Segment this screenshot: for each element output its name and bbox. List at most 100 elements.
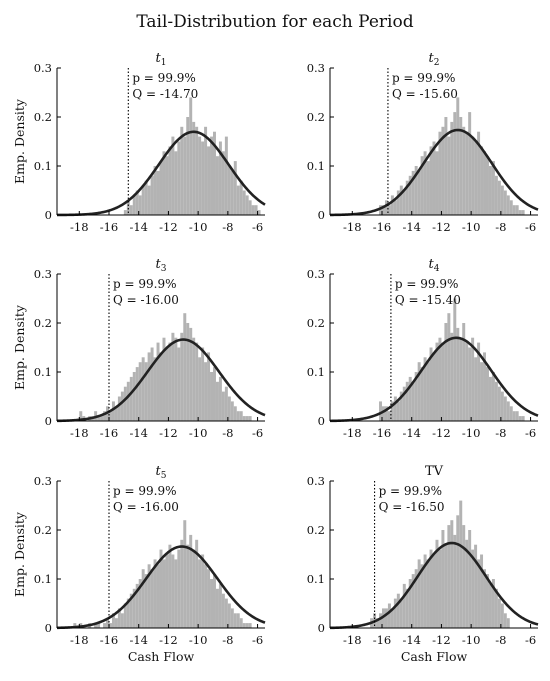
histogram-bar	[379, 401, 382, 421]
histogram-bar	[414, 569, 418, 628]
histogram-bar	[207, 352, 211, 421]
probability-label: p = 99.9%	[132, 71, 196, 85]
panel-2: 0 0.1 0.2 0.3 -18 -16 -14 -12 -10 -8 -6 t2 p = 99.9%…	[307, 51, 539, 234]
y-tick-label: 0	[45, 208, 52, 222]
x-tick-label: -16	[100, 426, 119, 440]
histogram-bar	[147, 564, 151, 628]
histogram-bar	[153, 357, 157, 421]
histogram-bar	[423, 357, 427, 421]
histogram-bar	[230, 608, 234, 628]
histogram-bar	[491, 372, 495, 421]
histogram-bar	[233, 613, 237, 628]
x-tick-label: -12	[159, 220, 178, 234]
histogram-bar	[221, 593, 225, 628]
histogram-bar	[453, 534, 457, 628]
figure-title: Tail-Distribution for each Period	[136, 12, 414, 32]
y-tick-label: 0.1	[34, 159, 52, 173]
x-tick-label: -14	[129, 633, 148, 647]
x-tick-label: -12	[159, 633, 178, 647]
histogram-bar	[441, 342, 445, 421]
panel-title: t2	[429, 51, 440, 68]
histogram-bar	[159, 161, 163, 215]
x-tick-label: -14	[129, 220, 148, 234]
histogram-bar	[135, 367, 139, 421]
histogram-bar	[384, 200, 388, 215]
histogram-bar	[159, 549, 163, 628]
histogram-bar	[227, 396, 231, 421]
histogram-bar	[117, 396, 121, 421]
histogram-bar	[198, 357, 202, 421]
histogram-bar	[120, 391, 124, 421]
histogram-bar	[483, 569, 486, 628]
x-tick-label: -12	[432, 220, 451, 234]
histogram-bar	[236, 613, 240, 628]
histogram-bar	[503, 190, 507, 215]
histogram-bar	[417, 559, 421, 628]
histogram-bar	[483, 151, 486, 215]
histogram-bar	[135, 583, 139, 628]
histogram-bar	[497, 180, 501, 215]
histogram-bar	[180, 332, 184, 421]
histogram-bar	[153, 559, 157, 628]
histogram-bar	[468, 112, 472, 215]
histogram-bar	[147, 185, 151, 215]
x-tick-label: -18	[343, 426, 362, 440]
histogram-bar	[405, 588, 409, 628]
histogram-bar	[221, 151, 225, 215]
x-tick-label: -16	[373, 633, 392, 647]
histogram-bar	[186, 544, 190, 628]
histogram-bar	[432, 554, 436, 628]
histogram-bar	[123, 386, 127, 421]
histogram-bar	[506, 195, 510, 215]
histogram-bar	[500, 391, 504, 421]
histogram-bar	[411, 381, 415, 421]
histogram-bar	[408, 175, 412, 215]
histogram-bar	[408, 579, 412, 628]
histogram-bar	[399, 185, 403, 215]
histogram-bar	[450, 520, 454, 628]
histogram-bar	[387, 603, 391, 628]
histogram-bar	[382, 608, 385, 628]
histogram-bar	[183, 136, 187, 215]
histogram-bar	[242, 190, 246, 215]
histogram-bar	[171, 554, 175, 628]
histogram-bar	[162, 151, 166, 215]
histogram-bar	[444, 323, 448, 421]
histogram-bar	[135, 190, 139, 215]
histogram-bar	[192, 337, 196, 421]
histogram-bar	[162, 337, 166, 421]
y-axis-label: Emp. Density	[12, 98, 27, 184]
histogram-bar	[111, 613, 115, 628]
histogram-bar	[207, 569, 211, 628]
histogram-bar	[396, 593, 400, 628]
histogram-bar	[201, 347, 205, 421]
histogram-bar	[144, 574, 148, 628]
histogram-bar	[177, 141, 181, 215]
histogram-bar	[245, 416, 249, 421]
histogram-bar	[168, 342, 172, 421]
histogram-bar	[186, 323, 190, 421]
histogram-bar	[224, 386, 228, 421]
histogram-bar	[414, 372, 418, 421]
histogram-bar	[503, 396, 507, 421]
histogram-bar	[189, 97, 193, 215]
histogram-bar	[411, 574, 415, 628]
histogram-bar	[215, 588, 219, 628]
x-tick-label: -8	[222, 220, 233, 234]
histogram-bar	[126, 200, 130, 215]
histogram-bar	[129, 376, 133, 421]
histogram-bar	[462, 126, 466, 215]
histogram-bar	[171, 136, 175, 215]
x-tick-label: -10	[462, 426, 481, 440]
histogram-bar	[512, 411, 516, 421]
histogram-bar	[494, 381, 498, 421]
histogram-bar	[483, 352, 486, 421]
histogram-bar	[456, 515, 460, 628]
histogram-bar	[477, 559, 481, 628]
histogram-bar	[141, 357, 145, 421]
histogram-bar	[150, 175, 154, 215]
x-tick-label: -18	[343, 633, 362, 647]
histogram-bar	[384, 608, 388, 628]
histogram-bar	[480, 362, 484, 421]
